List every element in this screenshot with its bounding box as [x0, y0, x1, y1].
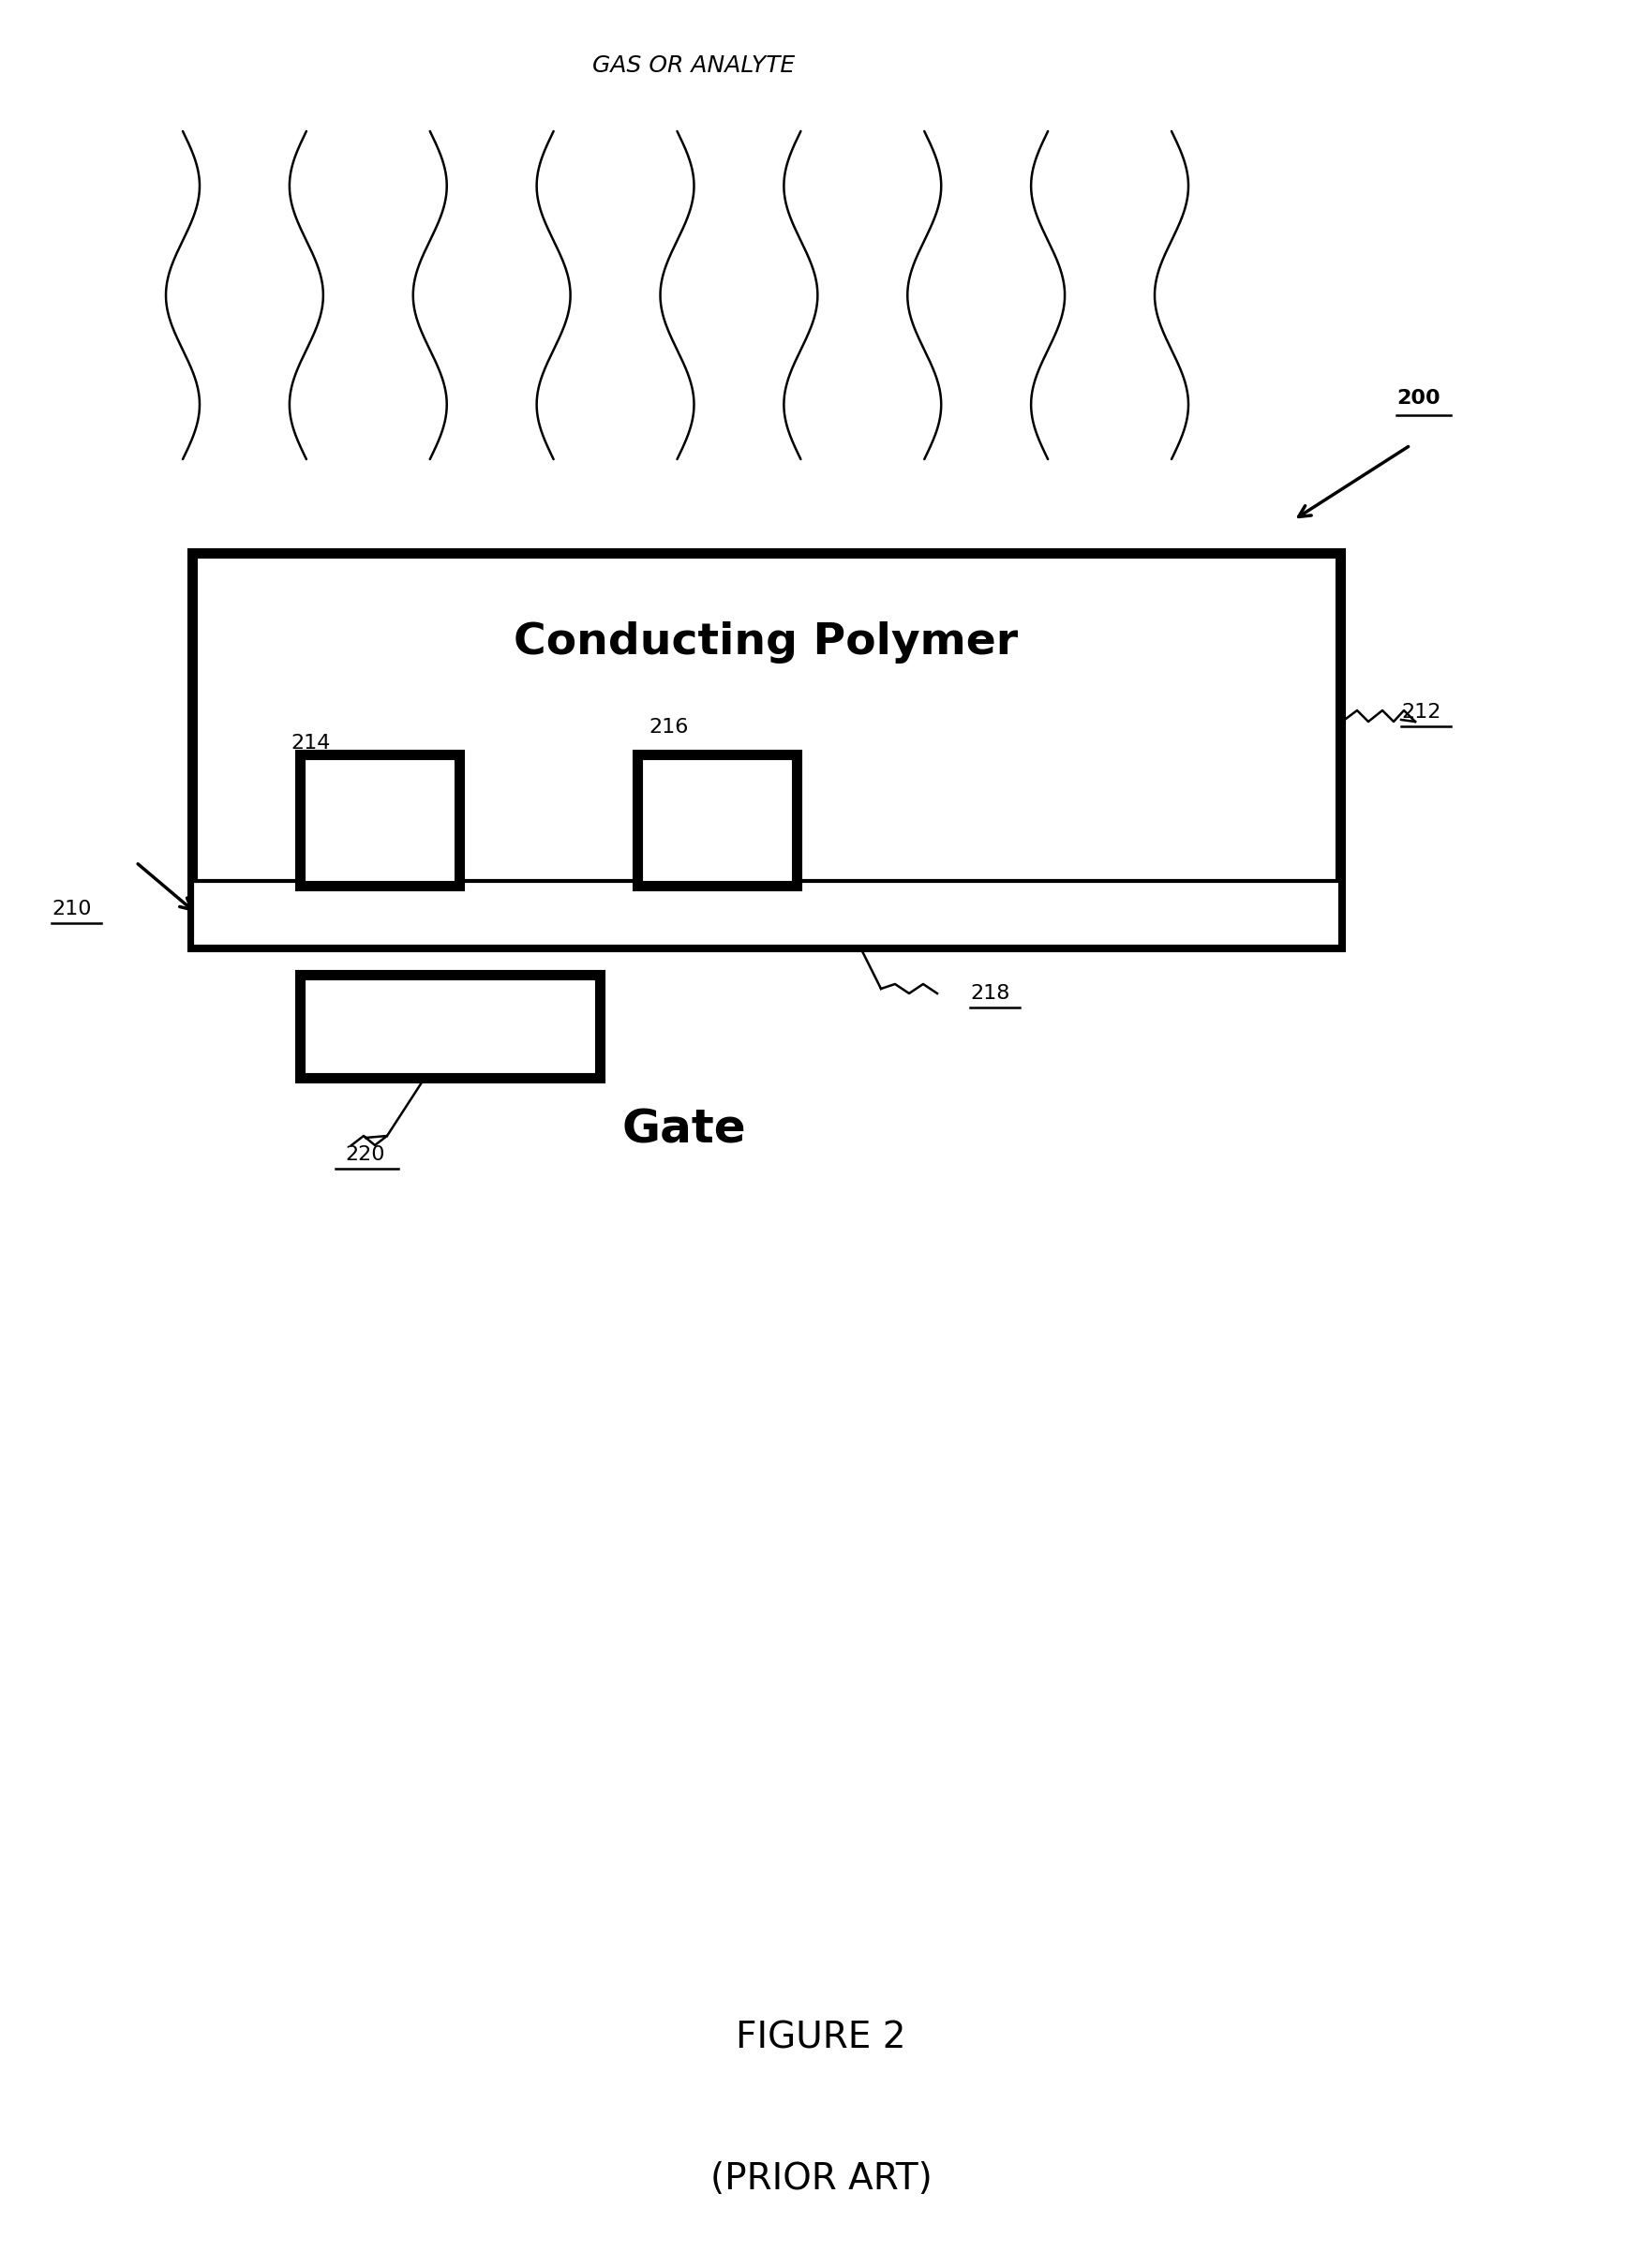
Text: GAS OR ANALYTE: GAS OR ANALYTE — [593, 54, 795, 77]
Text: (PRIOR ART): (PRIOR ART) — [709, 2161, 933, 2198]
Text: 200: 200 — [1396, 388, 1440, 408]
Text: 214: 214 — [291, 735, 330, 753]
Bar — [300, 755, 460, 885]
Bar — [192, 553, 1340, 946]
Text: 212: 212 — [1401, 703, 1440, 721]
Bar — [192, 880, 1340, 946]
Text: 220: 220 — [345, 1145, 386, 1163]
Bar — [300, 975, 599, 1077]
Text: 216: 216 — [649, 719, 688, 737]
Text: Gate: Gate — [622, 1107, 747, 1152]
Text: 210: 210 — [51, 900, 92, 919]
Text: Conducting Polymer: Conducting Polymer — [514, 621, 1018, 662]
Bar — [637, 755, 796, 885]
Text: FIGURE 2: FIGURE 2 — [736, 2021, 906, 2057]
Text: 218: 218 — [970, 984, 1010, 1002]
